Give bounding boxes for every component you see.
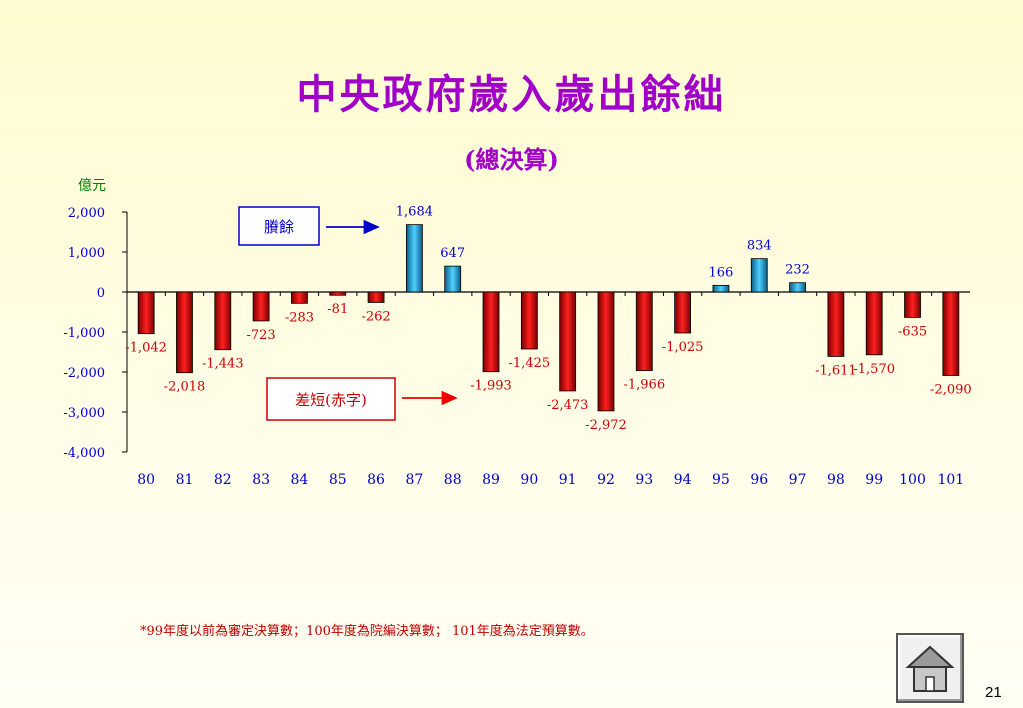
bar-92 — [597, 291, 615, 412]
x-tick-label-86: 86 — [367, 472, 385, 488]
surplus-legend-label: 賸餘 — [264, 218, 294, 236]
bar-96 — [750, 258, 768, 293]
value-label-90: -1,425 — [509, 356, 551, 371]
y-tick-label: 2,000 — [68, 206, 105, 221]
bar-90 — [520, 291, 538, 350]
x-tick-label-96: 96 — [750, 472, 768, 488]
y-tick-label: -2,000 — [63, 366, 105, 381]
value-label-88: 647 — [440, 246, 465, 261]
value-label-91: -2,473 — [547, 398, 589, 413]
x-tick-label-85: 85 — [329, 472, 347, 488]
y-tick-label: -1,000 — [63, 326, 105, 341]
bar-83 — [252, 291, 270, 322]
value-label-82: -1,443 — [202, 357, 244, 372]
home-icon — [905, 645, 955, 692]
value-label-87: 1,684 — [396, 205, 433, 220]
value-label-95: 166 — [709, 265, 734, 280]
value-label-85: -81 — [327, 302, 348, 317]
bar-84 — [291, 291, 308, 304]
bar-85 — [329, 291, 347, 296]
x-tick-label-93: 93 — [635, 472, 653, 488]
surplus-legend-box — [238, 206, 320, 246]
value-label-92: -2,972 — [585, 418, 627, 433]
page-number: 21 — [985, 684, 1002, 701]
bar-82 — [214, 291, 232, 351]
x-tick-label-83: 83 — [252, 472, 270, 488]
value-label-83: -723 — [247, 328, 276, 343]
x-tick-label-81: 81 — [176, 472, 194, 488]
value-label-80: -1,042 — [125, 341, 167, 356]
x-tick-label-84: 84 — [291, 472, 309, 488]
value-label-86: -262 — [361, 309, 390, 324]
value-label-98: -1,611 — [815, 363, 857, 378]
bar-86 — [367, 291, 385, 303]
value-label-96: 834 — [747, 239, 772, 254]
bar-99 — [865, 291, 883, 356]
x-tick-label-89: 89 — [482, 472, 500, 488]
bar-101 — [942, 291, 960, 376]
footnote: *99年度以前為審定決算數；100年度為院編決算數； 101年度為法定預算數。 — [140, 624, 594, 639]
bar-81 — [176, 291, 193, 374]
x-tick-label-100: 100 — [899, 472, 926, 488]
x-tick-label-82: 82 — [214, 472, 232, 488]
bar-88 — [444, 265, 462, 293]
y-axis-unit-label: 億元 — [78, 178, 106, 194]
bar-100 — [904, 291, 921, 318]
y-tick-label: 0 — [97, 286, 105, 301]
home-button[interactable] — [896, 633, 964, 703]
bar-91 — [559, 291, 577, 392]
value-label-97: 232 — [785, 263, 810, 278]
value-label-101: -2,090 — [930, 383, 972, 398]
x-tick-label-92: 92 — [597, 472, 615, 488]
value-label-93: -1,966 — [623, 378, 665, 393]
value-labels-group: -1,042 -2,018 -1,443-723 -283 -81 -262 1,684 64… — [125, 205, 971, 433]
deficit-legend-label: 差短(赤字) — [295, 391, 367, 409]
x-tick-label-80: 80 — [137, 472, 155, 488]
x-tick-label-101: 101 — [937, 472, 964, 488]
bar-87 — [405, 224, 423, 293]
x-tick-labels-group: 80 81 82 83 84 85 86 87 88 89 90 91 92 93 94 95 96 97 98 99… — [137, 472, 964, 488]
x-tick-label-87: 87 — [405, 472, 423, 488]
bars-group — [137, 224, 960, 412]
value-label-81: -2,018 — [164, 380, 206, 395]
bar-95 — [712, 284, 730, 293]
slide-subtitle: (總決算) — [464, 145, 559, 174]
x-tick-label-98: 98 — [827, 472, 845, 488]
y-tick-label: -4,000 — [63, 446, 105, 461]
value-label-89: -1,993 — [470, 379, 512, 394]
value-label-100: -635 — [898, 324, 927, 339]
value-label-94: -1,025 — [662, 340, 704, 355]
deficit-bar-chart: 億元 2,000 1,000 0 -1,000 -2,000 -3,000 -4,000 -… — [63, 178, 971, 488]
y-tick-label: -3,000 — [63, 406, 105, 421]
value-label-99: -1,570 — [853, 362, 895, 377]
x-tick-label-95: 95 — [712, 472, 730, 488]
bar-98 — [827, 291, 845, 357]
deficit-legend-box — [266, 377, 396, 421]
value-label-84: -283 — [285, 310, 314, 325]
x-tick-label-97: 97 — [789, 472, 807, 488]
bar-89 — [482, 291, 500, 373]
y-tick-label: 1,000 — [68, 246, 105, 261]
x-tick-label-94: 94 — [674, 472, 692, 488]
x-tick-label-91: 91 — [559, 472, 577, 488]
bar-93 — [635, 291, 653, 372]
x-tick-label-90: 90 — [520, 472, 538, 488]
bar-94 — [674, 291, 692, 334]
x-tick-label-99: 99 — [865, 472, 883, 488]
bar-97 — [789, 282, 806, 293]
bar-80 — [137, 291, 155, 335]
x-tick-label-88: 88 — [444, 472, 462, 488]
slide-title: 中央政府歲入歲出餘絀 — [296, 71, 727, 118]
